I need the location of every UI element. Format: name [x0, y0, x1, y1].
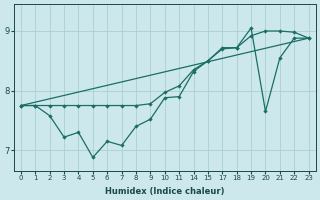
X-axis label: Humidex (Indice chaleur): Humidex (Indice chaleur) [105, 187, 225, 196]
